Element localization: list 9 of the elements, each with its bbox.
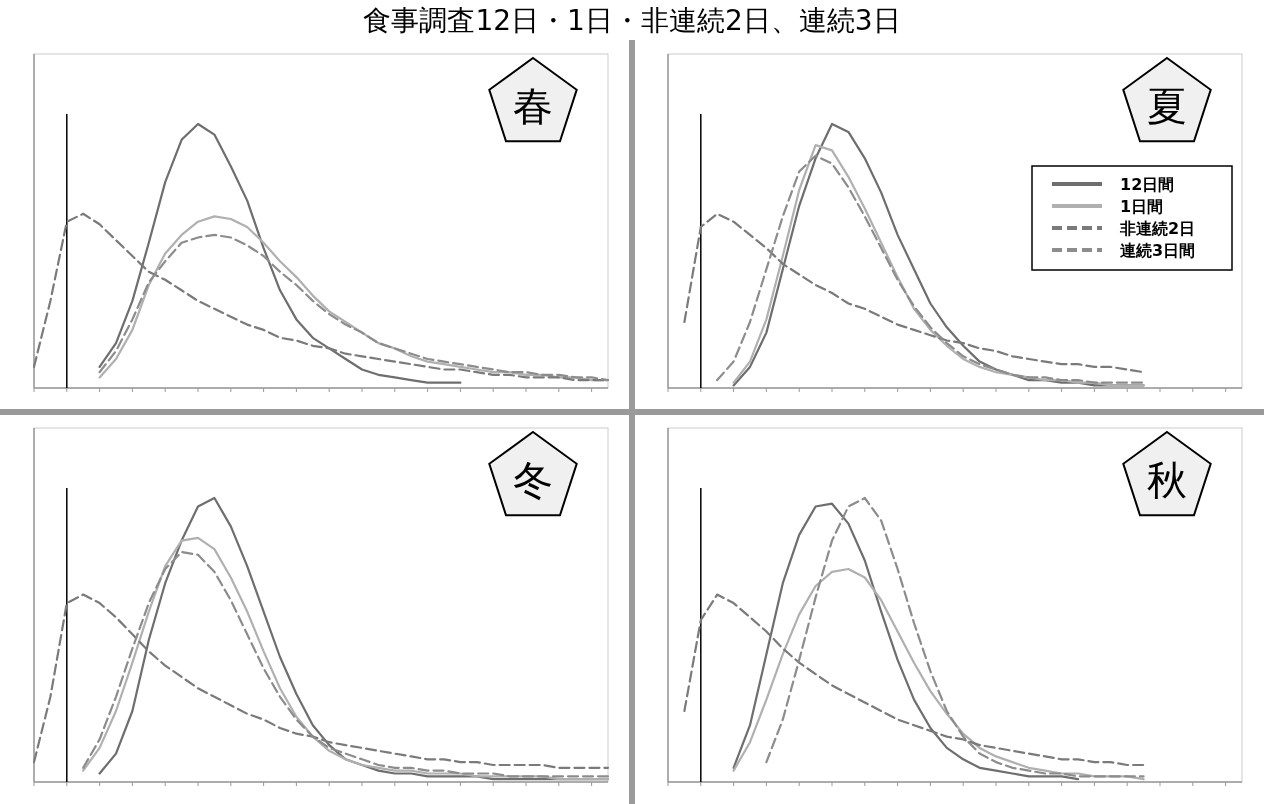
chart-title: 夏 [1147, 83, 1187, 129]
chart-title: 秋 [1147, 457, 1187, 503]
text: 食事調査12日・1日・非連続2日、連続3日 [363, 4, 901, 37]
legend-label: 非連続2日 [1119, 219, 1196, 238]
chart-title: 春 [513, 83, 553, 129]
legend-label: 12日間 [1120, 175, 1175, 194]
legend-label: 1日間 [1120, 197, 1164, 216]
legend-label: 連続3日間 [1120, 241, 1196, 260]
chart-title: 冬 [513, 457, 553, 503]
